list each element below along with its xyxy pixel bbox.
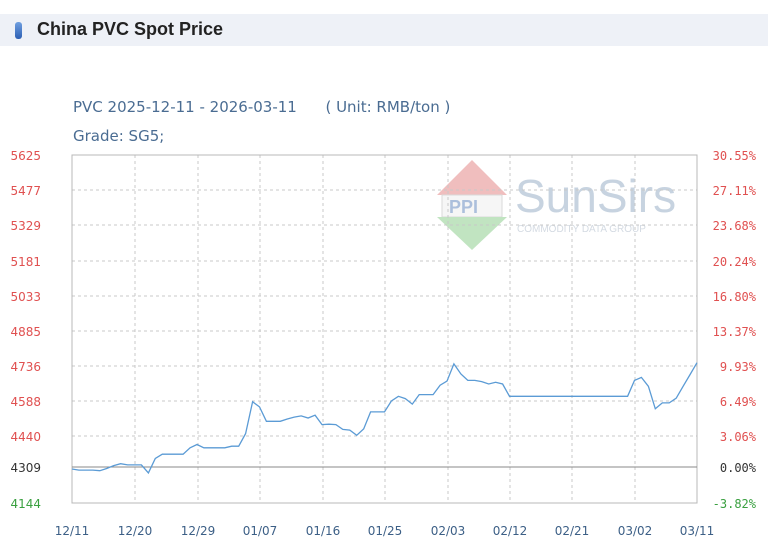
y-right-tick-label: 0.00% [720,461,757,475]
x-tick-label: 02/03 [431,524,466,538]
y-right-tick-label: 9.93% [720,360,757,374]
header-bar: China PVC Spot Price [0,14,768,46]
sunsirs-watermark: PPI SunSirs COMMODITY DATA GROUP [437,160,676,250]
y-right-tick-label: 6.49% [720,395,757,409]
x-tick-label: 01/25 [368,524,403,538]
x-tick-label: 01/16 [306,524,341,538]
x-tick-label: 12/20 [118,524,153,538]
watermark-tagline: COMMODITY DATA GROUP [517,224,646,235]
y-left-tick-label: 5625 [10,149,41,163]
watermark-brand: SunSirs [515,170,676,222]
y-left-tick-label: 5477 [10,184,41,198]
x-tick-label: 03/02 [618,524,653,538]
y-left-tick-label: 4736 [10,360,41,374]
page-title: China PVC Spot Price [37,19,224,39]
y-left-tick-label: 5181 [10,255,41,269]
logo-base-icon [437,217,507,250]
y-right-tick-label: -3.82% [713,497,757,511]
x-tick-label: 12/11 [55,524,90,538]
logo-ppi-text: PPI [449,197,478,217]
logo-roof-icon [437,160,507,195]
y-right-tick-label: 13.37% [713,325,757,339]
y-right-tick-label: 27.11% [713,184,757,198]
x-tick-label: 02/21 [555,524,590,538]
x-tick-label: 02/12 [493,524,528,538]
y-left-tick-label: 4309 [10,461,41,475]
y-right-tick-label: 3.06% [720,430,757,444]
price-series-line [71,362,698,475]
x-tick-label: 12/29 [181,524,216,538]
y-right-tick-label: 20.24% [713,255,757,269]
y-left-tick-label: 5329 [10,219,41,233]
y-right-tick-label: 16.80% [713,290,757,304]
x-tick-label: 03/11 [680,524,715,538]
y-left-tick-label: 5033 [10,290,41,304]
x-tick-label: 01/07 [243,524,278,538]
y-left-tick-label: 4144 [10,497,41,511]
y-left-tick-label: 4440 [10,430,41,444]
y-left-tick-label: 4588 [10,395,41,409]
plot-border [71,154,698,504]
y-right-tick-label: 30.55% [713,149,757,163]
y-right-tick-label: 23.68% [713,219,757,233]
bar-icon [15,22,22,39]
chart-grade: Grade: SG5; [73,127,165,145]
chart-title: PVC 2025-12-11 - 2026-03-11 ( Unit: RMB/… [73,98,451,116]
y-left-tick-label: 4885 [10,325,41,339]
